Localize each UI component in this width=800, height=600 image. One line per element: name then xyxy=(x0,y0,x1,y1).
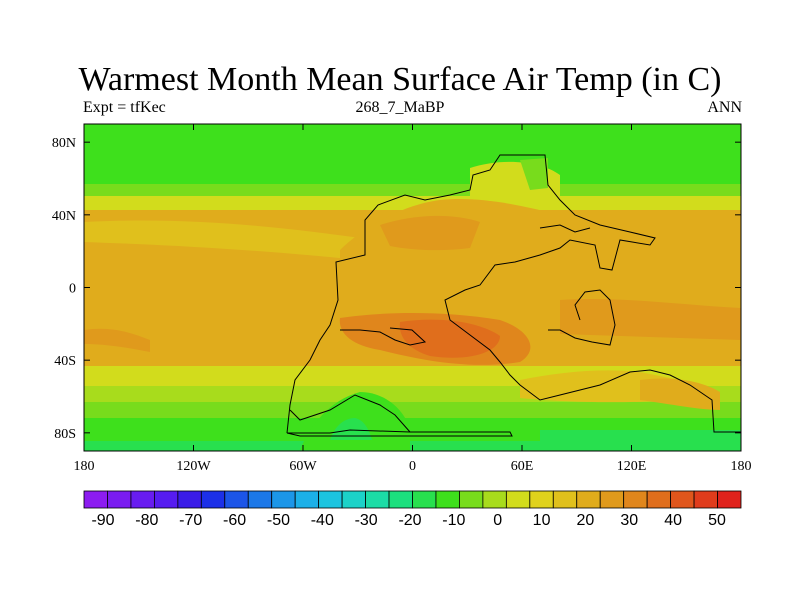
field-continent-hottest xyxy=(399,319,500,358)
lat-tick-label: 40S xyxy=(54,354,76,369)
colorbar-swatch xyxy=(294,490,320,509)
colorbar-swatch xyxy=(224,490,249,509)
lon-tick-label: 120W xyxy=(176,459,211,474)
coastline-east-inlet xyxy=(539,224,591,233)
map-title: Warmest Month Mean Surface Air Temp (in … xyxy=(78,61,722,98)
lon-tick-label: 120E xyxy=(617,459,647,474)
field-band-polar-north xyxy=(84,124,741,184)
field-far-west-warm xyxy=(84,328,150,352)
lat-tick-label: 80N xyxy=(52,136,76,151)
coastline-south-bay xyxy=(289,394,411,433)
colorbar-label: -40 xyxy=(311,512,334,529)
field-band-subpolar-north xyxy=(84,184,741,196)
temperature-field xyxy=(84,124,741,451)
colorbar-label: -30 xyxy=(355,512,378,529)
colorbar-label: 10 xyxy=(533,512,551,529)
coastline-island-east xyxy=(548,289,616,346)
lon-tick-label: 180 xyxy=(74,459,95,474)
colorbar-label: 0 xyxy=(493,512,502,529)
season-label: ANN xyxy=(707,99,742,116)
colorbar-swatch xyxy=(459,490,484,509)
colorbar-swatch xyxy=(341,490,366,509)
colorbar-label: -70 xyxy=(179,512,202,529)
coastline-inner-basin xyxy=(340,327,427,346)
colorbar-swatch xyxy=(271,490,296,509)
colorbar-label: -20 xyxy=(398,512,421,529)
colorbar-swatch xyxy=(365,490,390,509)
colorbar-swatch xyxy=(693,490,718,509)
latitude-axis: 80N 40N 0 40S 80S xyxy=(52,136,741,442)
coastline-main xyxy=(286,154,741,434)
colorbar-swatch xyxy=(505,490,531,509)
lat-tick-label: 80S xyxy=(54,427,76,442)
field-west-tropics-lighter xyxy=(84,220,360,260)
colorbar-swatch xyxy=(412,490,437,509)
colorbar-swatch xyxy=(388,490,413,509)
colorbar-swatch xyxy=(153,490,179,509)
colorbar-swatch xyxy=(552,490,578,509)
colorbar-swatch xyxy=(318,490,343,509)
field-band-subpolar-south-2 xyxy=(84,402,741,418)
colorbar-swatch xyxy=(130,490,155,509)
field-south-cold-core xyxy=(330,418,372,440)
colorbar-labels: -90 -80 -70 -60 -50 -40 -30 -20 -10 0 10 20 30 40 50 xyxy=(91,512,726,529)
time-label: 268_7_MaBP xyxy=(355,99,445,116)
field-continent-hot-1 xyxy=(380,215,480,251)
colorbar-swatch xyxy=(107,490,132,509)
lat-tick-label: 40N xyxy=(52,209,76,224)
lon-tick-label: 60E xyxy=(511,459,534,474)
coastline-south-edge xyxy=(286,429,513,437)
colorbar xyxy=(83,490,742,509)
colorbar-label: -10 xyxy=(442,512,465,529)
lat-tick-label: 0 xyxy=(69,282,76,297)
colorbar-label: -50 xyxy=(267,512,290,529)
colorbar-label: -80 xyxy=(135,512,158,529)
colorbar-swatch xyxy=(247,490,273,509)
colorbar-swatch xyxy=(670,490,695,509)
colorbar-label: -90 xyxy=(91,512,114,529)
colorbar-swatch xyxy=(646,490,672,509)
colorbar-swatch xyxy=(576,490,601,509)
field-band-midlat-north xyxy=(84,196,741,210)
colorbar-label: 20 xyxy=(577,512,595,529)
colorbar-swatch xyxy=(599,490,625,509)
colorbar-swatch xyxy=(529,490,554,509)
colorbar-swatch xyxy=(482,490,507,509)
colorbar-swatch xyxy=(83,490,108,509)
lon-tick-label: 60W xyxy=(289,459,317,474)
field-east-tropics-warm xyxy=(560,298,741,340)
colorbar-label: 30 xyxy=(620,512,638,529)
coastlines xyxy=(286,154,741,437)
colorbar-swatch xyxy=(177,490,202,509)
colorbar-swatch xyxy=(200,490,226,509)
field-north-cold-spot xyxy=(520,158,548,190)
colorbar-swatch xyxy=(717,490,742,509)
colorbar-swatch xyxy=(435,490,460,509)
field-southeast-warm-2 xyxy=(640,378,720,410)
lon-tick-label: 180 xyxy=(731,459,752,474)
field-antarctic-cold xyxy=(540,430,741,451)
lon-tick-label: 0 xyxy=(409,459,416,474)
colorbar-swatch xyxy=(623,490,648,509)
experiment-label: Expt = tfKec xyxy=(83,99,166,116)
colorbar-label: 50 xyxy=(708,512,726,529)
longitude-axis: 180 120W 60W 0 60E 120E 180 xyxy=(74,124,752,474)
colorbar-label: 40 xyxy=(664,512,682,529)
colorbar-label: -60 xyxy=(223,512,246,529)
